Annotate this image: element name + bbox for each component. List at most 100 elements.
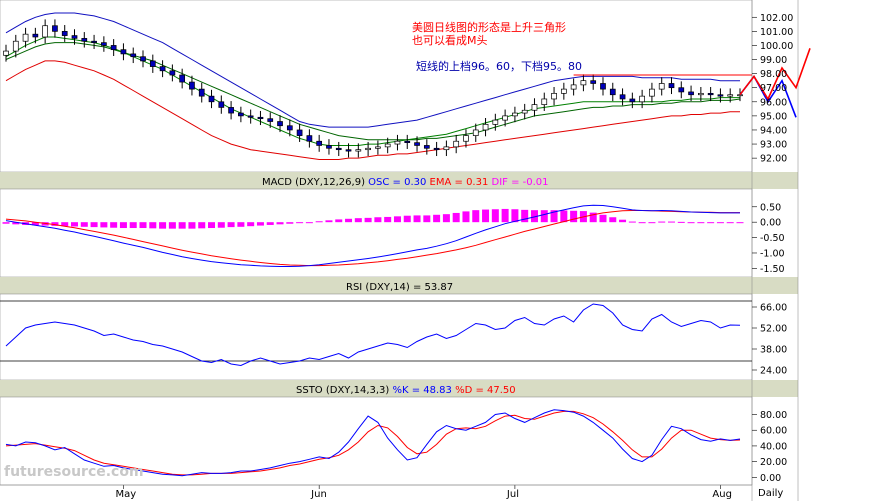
candle [335, 147, 342, 151]
dif-bar [589, 212, 597, 223]
candle [179, 74, 186, 83]
candle [580, 80, 587, 86]
dif-bar [433, 214, 441, 223]
dif-bar [276, 222, 284, 225]
price-axis-tick-label: 96.00 [760, 97, 787, 108]
candle [414, 142, 420, 146]
candle [453, 140, 460, 148]
price-axis-tick-label: 99.00 [760, 55, 787, 66]
candle [541, 98, 548, 105]
price-plot [3, 12, 811, 160]
dif-bar [315, 221, 323, 223]
candle [609, 88, 616, 96]
candle [482, 123, 489, 131]
candle [365, 147, 371, 151]
panel-title: MACD (DXY,12,26,9) [262, 177, 368, 188]
dif-bar [217, 222, 225, 228]
candle [228, 107, 234, 114]
dif-bar [345, 218, 353, 223]
rsi-line [5, 303, 741, 367]
dif-bar [61, 222, 69, 227]
candle [277, 121, 283, 127]
candle [71, 35, 78, 39]
dif-bar [658, 221, 666, 223]
candle [345, 149, 352, 152]
dif-bar [403, 215, 411, 223]
candle [208, 95, 215, 103]
ssto-axis-tick-label: 0.00 [760, 473, 781, 484]
dif-bar [511, 209, 519, 223]
dif-bar [697, 222, 705, 224]
macd-title-line: MACD (DXY,12,26,9) OSC = 0.30 EMA = 0.31… [262, 177, 549, 188]
candle [463, 135, 469, 142]
watermark: futuresource.com [4, 464, 144, 480]
dif-bar [716, 222, 724, 224]
dif-bar [482, 209, 490, 223]
dif-bar [139, 222, 147, 229]
legend-entry: EMA = 0.31 [430, 177, 492, 188]
candle [531, 104, 538, 111]
candle [707, 92, 714, 96]
ssto-panel [0, 396, 753, 486]
dif-bar [393, 216, 401, 223]
candle [639, 95, 645, 103]
dif-bar [325, 220, 333, 223]
candle [22, 33, 29, 42]
price-axis-tick-label: 94.00 [760, 125, 787, 136]
dif-bar [560, 210, 568, 223]
dif-bar [550, 210, 558, 223]
dif-bar [90, 222, 98, 228]
candle [130, 53, 137, 58]
dif-bar [491, 209, 499, 223]
x-tick-label: Jul [506, 489, 519, 500]
dif-bar [51, 222, 59, 226]
candle [600, 83, 606, 90]
dif-bar [628, 221, 636, 223]
dif-bar [237, 222, 245, 227]
axes: 92.00 93.00 94.00 95.00 96.00 97.00 98.00 99.00… [0, 13, 793, 500]
legend-entry: DIF = -0.01 [492, 177, 549, 188]
dif-bar [374, 217, 382, 223]
price-panel [0, 0, 753, 173]
price-axis-tick-label: 101.00 [760, 27, 793, 38]
price-axis-tick-label: 95.00 [760, 111, 787, 122]
candle [384, 143, 391, 148]
ssto-d-line [5, 410, 741, 476]
price-axis-tick-label: 102.00 [760, 13, 793, 24]
candle [472, 129, 479, 136]
series-line-ma-long [5, 42, 741, 141]
dif-bar [462, 211, 470, 223]
dif-bar [413, 215, 421, 223]
dif-bar [12, 222, 20, 225]
candle [12, 40, 19, 52]
candle [678, 87, 685, 93]
candle [91, 40, 97, 43]
dif-bar [247, 222, 255, 227]
candle [32, 33, 39, 38]
candle [629, 98, 636, 103]
macd-axis-tick-label: -0.50 [760, 233, 785, 244]
dif-bar [100, 222, 108, 228]
dif-bar [472, 210, 480, 223]
series-line-band-upper [5, 12, 740, 128]
panel-title: SSTO (DXY,14,3,3) [296, 385, 392, 396]
osc-line [5, 204, 740, 267]
candle [159, 66, 166, 72]
legend-entry: %D = 47.50 [455, 385, 516, 396]
dif-bar [609, 217, 617, 223]
rsi-plot [0, 300, 752, 367]
dif-bar [501, 208, 509, 223]
candle [286, 125, 293, 131]
price-axis-tick-label: 97.00 [760, 83, 787, 94]
candle [375, 146, 381, 149]
dif-bar [736, 222, 744, 224]
ssto-plot [5, 409, 741, 477]
candle [169, 70, 176, 76]
dif-bar [110, 222, 118, 228]
candle [717, 94, 724, 97]
candle [658, 83, 665, 90]
candle [218, 101, 225, 108]
dif-bar [71, 222, 79, 227]
dif-bar [129, 222, 137, 229]
candle [110, 45, 117, 51]
